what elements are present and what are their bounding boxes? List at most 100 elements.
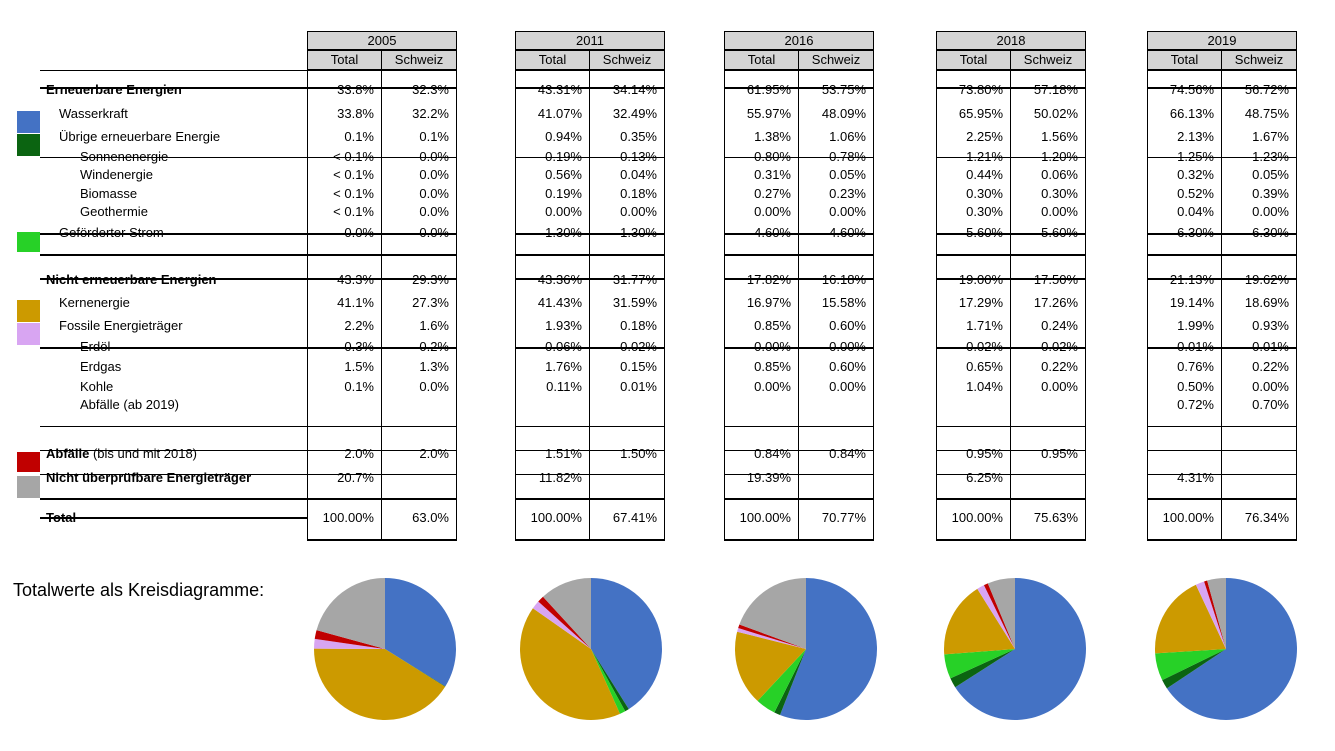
cell-npruef-total: 20.7%: [337, 470, 374, 485]
cell-total-schweiz: 75.63%: [1033, 510, 1078, 525]
cell-npruef-schweiz: [1221, 468, 1289, 488]
subheader-schweiz: Schweiz: [589, 50, 665, 70]
pie-slice-uebrige: [385, 649, 446, 687]
row-divider: [936, 278, 1086, 280]
cell-kern-schweiz: 15.58%: [821, 295, 866, 310]
cell-erdoel-schweiz: 0.2%: [419, 339, 449, 354]
pie-slice-fossil: [737, 628, 806, 649]
subheader-schweiz: Schweiz: [1010, 50, 1086, 70]
legend-swatch-wasserkraft: [17, 111, 40, 133]
cell-sonne-total: 0.19%: [545, 149, 582, 164]
cell-wasserkraft-schweiz: 32.49%: [612, 106, 657, 121]
pie-chart-2005: [313, 578, 457, 720]
cell-abf2019-total: [724, 395, 791, 415]
cell-geo-total: 0.00%: [754, 204, 791, 219]
cell-kohle-total: 0.1%: [344, 379, 374, 394]
cell-npruef-total: 4.31%: [1177, 470, 1214, 485]
row-divider: [1147, 70, 1297, 71]
cell-gefoerdert-schweiz: 6.30%: [1252, 225, 1289, 240]
row-divider: [1147, 87, 1297, 89]
cell-erdoel-total: 0.3%: [344, 339, 374, 354]
cell-bio-total: 0.27%: [754, 186, 791, 201]
cell-abfaelle-schweiz: 1.50%: [620, 446, 657, 461]
cell-nicht_ern-schweiz: 19.62%: [1244, 272, 1289, 287]
row-divider: [40, 233, 307, 235]
row-divider: [40, 157, 307, 158]
row-divider: [307, 498, 457, 500]
subheader-schweiz: Schweiz: [381, 50, 457, 70]
cell-abf2019-schweiz: [381, 395, 449, 415]
row-divider: [724, 254, 874, 256]
cell-geo-total: 0.30%: [966, 204, 1003, 219]
year-header: 2019: [1147, 31, 1297, 50]
cell-geo-schweiz: 0.00%: [620, 204, 657, 219]
cell-erdoel-total: 0.00%: [754, 339, 791, 354]
pie-slice-fossil: [314, 638, 385, 649]
cell-kern-schweiz: 31.59%: [612, 295, 657, 310]
pie-slice-abfaelle: [314, 630, 385, 649]
cell-erneuerbar-total: 43.31%: [537, 82, 582, 97]
row-label-text: Windenergie: [80, 167, 153, 182]
cell-geo-schweiz: 0.00%: [1041, 204, 1078, 219]
cell-abfaelle-total: 0.95%: [966, 446, 1003, 461]
year-table-2016: 2016 Total Schweiz 61.95% 53.75% 55.97% 48.09%…: [724, 31, 874, 541]
year-header: 2011: [515, 31, 665, 50]
cell-wind-total: 0.32%: [1177, 167, 1214, 182]
subheader-schweiz: Schweiz: [798, 50, 874, 70]
row-divider: [307, 233, 457, 235]
row-divider: [40, 426, 307, 427]
cell-erdoel-total: 0.02%: [966, 339, 1003, 354]
row-label-text: Erdöl: [80, 339, 111, 354]
cell-fossil-total: 1.93%: [545, 318, 582, 333]
pie-slice-gefoerdert: [1155, 649, 1226, 681]
legend-swatch-abfaelle: [17, 452, 40, 472]
pie-slice-nicht_pruefbar: [739, 578, 806, 649]
cell-erdoel-schweiz: 0.02%: [620, 339, 657, 354]
row-label-text: Kohle: [80, 379, 114, 394]
row-label-uebrige: Übrige erneuerbare Energie: [59, 127, 220, 147]
cell-abf2019-total: [936, 395, 1003, 415]
row-label-erdgas: Erdgas: [80, 357, 121, 377]
cell-erdgas-schweiz: 1.3%: [419, 359, 449, 374]
cell-wasserkraft-schweiz: 50.02%: [1033, 106, 1078, 121]
year-table-body: [1147, 70, 1297, 541]
row-label-text: Geothermie: [80, 204, 148, 219]
row-label-text: Abfälle (ab 2019): [80, 397, 180, 412]
year-table-2018: 2018 Total Schweiz 73.80% 57.18% 65.95% 50.02%…: [936, 31, 1086, 541]
cell-gefoerdert-total: 6.30%: [1177, 225, 1214, 240]
row-divider: [307, 254, 457, 256]
row-label-abf2019: Abfälle (ab 2019): [80, 395, 179, 415]
row-label-kern: Kernenergie: [59, 293, 130, 313]
cell-erdgas-schweiz: 0.15%: [620, 359, 657, 374]
pie-slice-abfaelle: [983, 583, 1015, 649]
cell-wind-schweiz: 0.06%: [1041, 167, 1078, 182]
row-divider: [724, 347, 874, 349]
cell-erdgas-schweiz: 0.22%: [1252, 359, 1289, 374]
row-divider: [936, 254, 1086, 256]
row-label-fossil: Fossile Energieträger: [59, 316, 183, 336]
cell-wasserkraft-total: 65.95%: [958, 106, 1003, 121]
row-divider: [1147, 450, 1297, 451]
row-label-npruef: Nicht überprüfbare Energieträger: [46, 468, 251, 488]
legend-swatch-gefoerdert: [17, 232, 40, 252]
cell-fossil-schweiz: 0.93%: [1252, 318, 1289, 333]
cell-wind-total: < 0.1%: [333, 167, 374, 182]
row-divider: [1147, 426, 1297, 427]
cell-gefoerdert-schweiz: 5.60%: [1041, 225, 1078, 240]
cell-erdgas-total: 1.5%: [344, 359, 374, 374]
year-table-body: [936, 70, 1086, 541]
cell-total-schweiz: 63.0%: [412, 510, 449, 525]
cell-erdgas-schweiz: 0.22%: [1041, 359, 1078, 374]
pie-slice-wasserkraft: [385, 578, 457, 687]
cell-uebrige-schweiz: 1.56%: [1041, 129, 1078, 144]
row-label-text: Wasserkraft: [59, 106, 128, 121]
row-divider: [307, 157, 457, 158]
cell-npruef-schweiz: [1010, 468, 1078, 488]
cell-erneuerbar-schweiz: 56.72%: [1244, 82, 1289, 97]
cell-bio-total: 0.19%: [545, 186, 582, 201]
pie-slice-kernenergie: [734, 631, 806, 701]
cell-uebrige-schweiz: 0.35%: [620, 129, 657, 144]
row-divider: [515, 347, 665, 349]
row-divider: [40, 498, 307, 500]
row-divider: [936, 87, 1086, 89]
